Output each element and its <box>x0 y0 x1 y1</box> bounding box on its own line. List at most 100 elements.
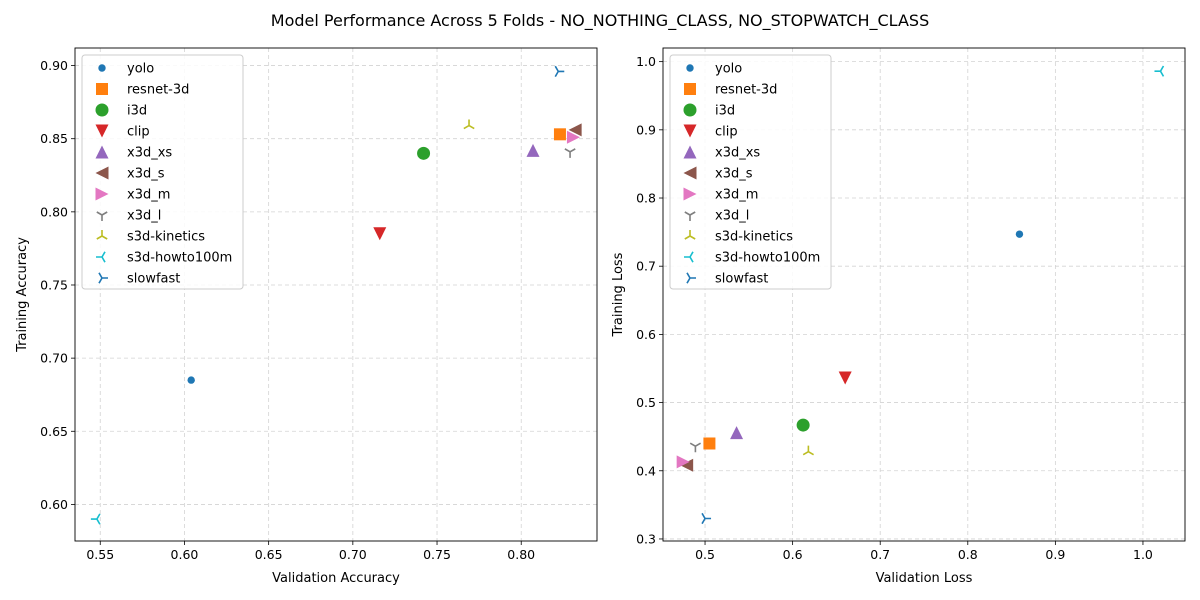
legend-marker-x3d_s <box>95 166 109 180</box>
legend-label: x3d_l <box>127 209 161 224</box>
legend-label: slowfast <box>715 272 768 287</box>
y-tick-label: 0.3 <box>636 531 656 546</box>
legend-label: x3d_m <box>715 188 758 203</box>
y-tick-label: 0.90 <box>40 58 68 73</box>
point-x3d_s <box>680 458 694 472</box>
legend-marker-x3d_m <box>683 187 697 201</box>
y-tick-label: 0.65 <box>40 424 68 439</box>
legend-marker-slowfast <box>686 272 696 284</box>
point-slowfast <box>554 65 565 78</box>
legend-label: x3d_m <box>127 188 170 203</box>
legend-marker-clip <box>95 124 109 138</box>
x-tick-label: 0.6 <box>783 547 803 562</box>
legend-marker-x3d_s <box>683 166 697 180</box>
legend-marker-resnet-3d <box>96 83 108 95</box>
y-tick-label: 0.9 <box>636 122 656 137</box>
training-vs-validation-accuracy-chart: 0.55 0.60 0.65 0.70 0.75 0.80 0.60 0.65 0.70 0.75… <box>15 47 598 586</box>
legend-marker-yolo <box>98 64 106 72</box>
y-tick-label: 0.80 <box>40 204 68 219</box>
legend-label: i3d <box>127 104 147 119</box>
legend-marker-x3d_l <box>96 211 108 221</box>
y-tick-label: 1.0 <box>636 54 656 69</box>
legend-box <box>81 54 244 290</box>
y-tick-label: 0.60 <box>40 497 68 512</box>
legend-label: clip <box>127 125 150 140</box>
legend-marker-x3d_xs <box>95 145 109 159</box>
x-tick-label: 0.60 <box>171 547 199 562</box>
legend-label: x3d_xs <box>715 146 760 161</box>
point-i3d <box>796 418 810 432</box>
point-s3d-howto100m <box>1154 65 1165 77</box>
point-s3d-kinetics <box>802 445 814 456</box>
point-yolo <box>187 376 195 384</box>
point-yolo <box>1015 230 1024 238</box>
legend-marker-x3d_xs <box>683 145 697 159</box>
axes-frame <box>662 47 1186 542</box>
x-tick-label: 0.70 <box>339 547 367 562</box>
legend-label: s3d-kinetics <box>127 230 205 245</box>
point-x3d_xs <box>730 426 744 440</box>
legend-marker-yolo <box>686 64 694 72</box>
point-clip <box>838 371 852 385</box>
legend-label: slowfast <box>127 272 180 287</box>
legend: yolo resnet-3d i3d clip x3d_xs x3d_s x3d_m x3d_… <box>669 54 832 290</box>
x-tick-label: 0.80 <box>507 547 535 562</box>
y-tick-label: 0.6 <box>636 327 656 342</box>
point-clip <box>373 227 387 241</box>
point-x3d_s <box>568 123 582 137</box>
legend-label: yolo <box>127 62 154 77</box>
legend-label: x3d_s <box>715 167 753 182</box>
legend-label: yolo <box>715 62 742 77</box>
legend-marker-s3d-kinetics <box>96 230 108 240</box>
legend-label: s3d-howto100m <box>715 251 820 266</box>
y-tick-label: 0.70 <box>40 351 68 366</box>
training-vs-validation-loss-chart: 0.5 0.6 0.7 0.8 0.9 1.0 0.3 0.4 0.5 0.6 0.7 0.8 0.9 1… <box>611 47 1186 586</box>
legend-marker-resnet-3d <box>684 83 696 95</box>
point-s3d-kinetics <box>463 119 475 130</box>
point-x3d_l <box>564 148 576 158</box>
legend-marker-s3d-howto100m <box>96 251 106 263</box>
point-resnet-3d <box>553 128 566 141</box>
point-x3d_l <box>689 442 702 453</box>
point-x3d_m <box>676 455 690 469</box>
legend-box <box>669 54 832 290</box>
x-axis-label: Validation Loss <box>876 571 973 586</box>
legend-label: resnet-3d <box>715 83 777 98</box>
legend-marker-clip <box>683 124 697 138</box>
axes-frame <box>74 47 598 542</box>
legend-marker-i3d <box>683 103 697 117</box>
point-x3d_xs <box>526 143 540 157</box>
legend-label: resnet-3d <box>127 83 189 98</box>
legend-marker-x3d_l <box>684 211 696 221</box>
legend-label: s3d-kinetics <box>715 230 793 245</box>
x-tick-label: 1.0 <box>1133 547 1153 562</box>
legend-marker-x3d_m <box>95 187 109 201</box>
legend-marker-s3d-howto100m <box>684 251 694 263</box>
legend-label: x3d_xs <box>127 146 172 161</box>
legend-marker-slowfast <box>98 272 108 284</box>
y-tick-label: 0.75 <box>40 277 68 292</box>
x-tick-label: 0.8 <box>958 547 978 562</box>
x-tick-label: 0.75 <box>423 547 451 562</box>
figure-suptitle: Model Performance Across 5 Folds - NO_NO… <box>271 11 929 31</box>
x-axis-label: Validation Accuracy <box>272 571 400 586</box>
legend: yolo resnet-3d i3d clip x3d_xs x3d_s x3d_m x3d_… <box>81 54 244 290</box>
x-tick-label: 0.5 <box>695 547 715 562</box>
y-tick-label: 0.85 <box>40 131 68 146</box>
legend-label: i3d <box>715 104 735 119</box>
point-i3d <box>417 146 431 160</box>
y-axis-label: Training Loss <box>611 252 626 337</box>
legend-label: s3d-howto100m <box>127 251 232 266</box>
legend-marker-i3d <box>95 103 109 117</box>
legend-label: x3d_s <box>127 167 165 182</box>
x-tick-label: 0.7 <box>870 547 890 562</box>
point-x3d_m <box>566 130 580 144</box>
point-slowfast <box>701 512 712 525</box>
legend-marker-s3d-kinetics <box>684 230 696 240</box>
legend-label: clip <box>715 125 738 140</box>
point-s3d-howto100m <box>90 513 101 525</box>
y-tick-label: 0.5 <box>636 395 656 410</box>
y-axis-label: Training Accuracy <box>15 237 30 353</box>
y-tick-label: 0.7 <box>636 259 656 274</box>
